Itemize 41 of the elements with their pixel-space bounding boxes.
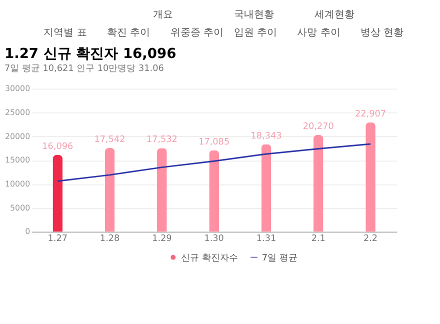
text: 병상 현황 <box>360 27 404 38</box>
y-tick-label: 10000 <box>5 179 30 188</box>
y-tick-label: 5000 <box>10 203 30 212</box>
data-label: 20,270 <box>302 122 334 132</box>
data-label: 17,085 <box>198 137 230 148</box>
x-tick-label: 2.2 <box>363 234 378 244</box>
bar <box>261 144 272 232</box>
x-tick-label: 1.29 <box>152 234 172 244</box>
y-tick-label: 0 <box>25 227 30 236</box>
text: 세계현황 <box>314 10 355 21</box>
text: 국내현황 <box>234 10 274 21</box>
x-tick-label: 1.27 <box>48 234 68 244</box>
text: 확진 추이 <box>107 27 150 38</box>
legend-label: 신규 확진자수 <box>181 253 238 264</box>
y-tick-label: 30000 <box>5 84 30 94</box>
data-label: 18,343 <box>250 131 282 142</box>
y-tick-label: 20000 <box>5 132 30 141</box>
x-tick-label: 1.28 <box>100 234 120 244</box>
text: 위중증 추이 <box>170 27 224 38</box>
text: 사망 추이 <box>297 27 340 38</box>
bar <box>209 150 220 232</box>
bar <box>157 148 167 232</box>
bar <box>104 148 115 232</box>
bar <box>313 135 324 232</box>
y-tick-label: 25000 <box>5 108 30 117</box>
chart-title: 1.27 신규 확진자 16,096 <box>4 46 176 62</box>
text: 지역별 표 <box>44 27 87 38</box>
y-tick-label: 15000 <box>5 156 30 165</box>
legend-label: 7일 평균 <box>262 253 298 264</box>
bar <box>366 122 376 232</box>
data-label: 17,532 <box>146 135 178 146</box>
bar <box>52 154 63 232</box>
data-label: 22,907 <box>355 110 386 120</box>
x-tick-label: 1.31 <box>256 234 276 244</box>
x-tick-label: 1.30 <box>204 234 224 244</box>
text: 개요 <box>152 10 173 21</box>
text: 입원 추이 <box>234 27 277 38</box>
data-label: 16,096 <box>42 142 74 152</box>
x-tick-label: 2.1 <box>311 234 326 244</box>
data-label: 17,542 <box>94 135 126 146</box>
chart-subtitle: 7일 평균 10,621 인구 10만명당 31.06 <box>4 64 164 74</box>
